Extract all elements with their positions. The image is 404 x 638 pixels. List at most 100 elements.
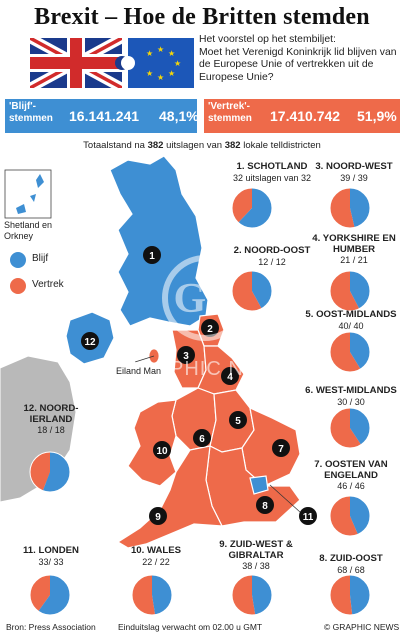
remain-label-line1: 'Blijf'- [9,101,36,112]
region-marker-5 [229,411,247,429]
svg-text:★: ★ [168,49,175,58]
pie-outline [329,187,371,229]
pie-slice-remain [238,188,272,228]
svg-text:4: 4 [227,372,233,383]
remain-label: 'Blijf'- stemmen [9,101,53,125]
region-count: 18 / 18 [37,425,65,435]
svg-text:★: ★ [146,49,153,58]
region-pie-12 [29,451,71,493]
footer-source: Bron: Press Association [6,622,96,632]
svg-text:★: ★ [174,59,181,68]
region-label-12: 12. NOORD-IERLAND 18 / 18 [6,403,96,436]
legend-leave-dot [10,278,26,294]
pie-outline [131,574,173,616]
region-count: 39 / 39 [340,172,368,183]
pie-slice-remain [350,188,371,228]
pie-slice-remain [152,574,173,615]
total-counted: 382 [147,140,164,151]
region-marker-12 [81,332,99,350]
region-count: 21 / 21 [340,255,368,265]
footer-note: Einduitslag verwacht om 02.00 u GMT [118,622,263,632]
pie-slice-remain [350,575,371,615]
region-label-10: 10. WALES 22 / 22 [116,545,196,567]
region-marker-8 [256,496,274,514]
region-marker-9 [149,507,167,525]
region-count: 32 uitslagen van 32 [232,172,312,183]
region-pie-3 [329,187,371,229]
region-pie-2 [231,270,273,312]
svg-text:10: 10 [156,446,168,457]
region-count: 33/ 33 [38,556,64,567]
leave-pct: 51,9% [357,108,397,124]
shetland-orkney-islands [16,174,44,214]
region-label-6: 6. WEST-MIDLANDS 30 / 30 [300,385,402,407]
shetland-inset-frame [4,169,52,219]
svg-text:1: 1 [149,251,155,262]
pie-slice-remain [350,332,371,370]
region-count: 38 / 38 [242,561,270,571]
svg-text:3: 3 [183,351,189,362]
svg-text:★: ★ [157,45,164,54]
isle-of-man-label: Eiland Man [116,366,162,376]
pie-slice-leave [231,575,256,615]
remain-label-line2: stemmen [9,113,53,124]
region-marker-6 [193,429,211,447]
svg-text:7: 7 [278,444,284,455]
region-marker-3 [177,346,195,364]
region-label-7: 7. OOSTEN VAN ENGELAND 46 / 46 [300,459,402,492]
pie-slice-leave [231,271,262,311]
pie-slice-remain [42,452,70,493]
region-count: 40/ 40 [338,320,364,331]
total-all: 382 [224,140,241,151]
region-name: 4. YORKSHIRE EN HUMBER [312,233,396,255]
region-marker-10 [153,441,171,459]
total-post: lokale telldistricten [243,140,321,151]
pie-slice-leave [29,452,50,491]
legend-remain-label: Blijf [32,253,49,264]
footer-credit: © GRAPHIC NEWS [324,622,400,632]
region-pie-9 [231,574,273,616]
pie-outline [231,187,273,229]
pie-slice-remain [38,575,70,615]
region-label-3: 3. NOORD-WEST 39 / 39 [306,161,402,183]
remain-votes: 16.141.241 [69,108,140,124]
region-count: 68 / 68 [337,564,365,575]
region-name: 5. OOST-MIDLANDS [305,309,397,320]
page-title: Brexit – Hoe de Britten stemden [34,4,370,30]
pie-outline [329,270,371,312]
pie-slice-remain [252,575,272,615]
leave-label: 'Vertrek'- stemmen [208,101,252,125]
region-pie-1 [231,187,273,229]
region-pie-7 [329,495,371,537]
region-label-8: 8. ZUID-OOST 68 / 68 [300,553,402,575]
region-count: 22 / 22 [142,556,170,567]
pie-slice-leave [330,188,355,228]
region-7-east-of-england [241,406,301,487]
pie-slice-leave [232,188,252,223]
pie-slice-leave [330,575,353,615]
leave-votes: 17.410.742 [270,108,341,124]
flags-graphic: ★ ★ ★ ★★★ ★ [30,38,194,88]
region-name: 2. NOORD-OOST [233,245,311,256]
pie-slice-leave [132,575,156,615]
leave-label-line2: stemmen [208,113,252,124]
pie-slice-leave [330,496,358,536]
legend-remain-dot [10,252,26,268]
region-name: 8. ZUID-OOST [319,553,383,564]
legend-leave-label: Vertrek [32,279,64,290]
region-name: 6. WEST-MIDLANDS [305,385,397,396]
svg-text:★: ★ [157,73,164,82]
region-11-london [249,475,269,495]
shetland-label: Shetland en Orkney [4,220,53,241]
pie-outline [231,574,273,616]
leave-banner: 'Vertrek'- stemmen 17.410.742 51,9% [204,99,400,133]
ballot-question: Het voorstel op het stembiljet: Moet het… [199,34,399,84]
region-count: 30 / 30 [337,396,365,407]
total-pre: Totaalstand na [83,140,145,151]
region-label-5: 5. OOST-MIDLANDS 40/ 40 [300,309,402,331]
pie-outline [329,574,371,616]
region-name: 9. ZUID-WEST & GIBRALTAR [219,539,293,561]
region-marker-4 [221,367,239,385]
pie-slice-remain [252,271,272,309]
